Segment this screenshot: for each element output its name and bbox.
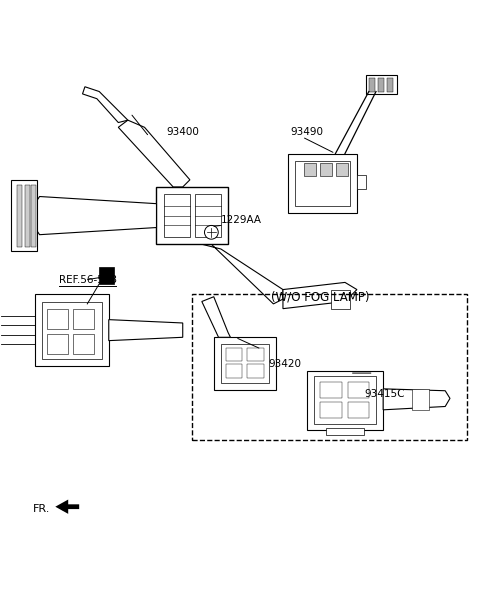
Polygon shape	[283, 282, 357, 309]
Bar	[25, 185, 30, 247]
Bar	[320, 163, 332, 177]
Bar	[226, 348, 242, 361]
Bar	[314, 376, 376, 424]
Bar	[357, 175, 365, 189]
Bar	[348, 382, 369, 399]
Bar	[366, 75, 397, 94]
Bar	[348, 402, 369, 418]
Bar	[295, 161, 350, 206]
Polygon shape	[109, 320, 183, 341]
Bar	[387, 78, 393, 92]
Bar	[336, 163, 348, 177]
Polygon shape	[35, 197, 156, 235]
Bar	[156, 187, 228, 244]
Bar	[11, 180, 37, 251]
Bar	[221, 344, 269, 383]
Polygon shape	[55, 499, 79, 514]
Bar	[99, 267, 114, 284]
Polygon shape	[202, 244, 283, 304]
Polygon shape	[202, 297, 230, 337]
Bar	[331, 290, 350, 309]
Bar	[412, 389, 429, 410]
Bar	[32, 185, 36, 247]
Circle shape	[204, 226, 218, 239]
Bar	[47, 334, 68, 354]
Bar	[320, 382, 342, 399]
Bar	[192, 294, 467, 440]
Bar	[247, 364, 264, 378]
Bar	[247, 348, 264, 361]
Bar	[17, 185, 22, 247]
Bar	[378, 78, 384, 92]
Polygon shape	[83, 87, 128, 122]
Text: (W/O FOG LAMP): (W/O FOG LAMP)	[271, 291, 370, 304]
Text: 93400: 93400	[166, 127, 199, 137]
Bar	[214, 337, 276, 390]
Bar	[226, 364, 242, 378]
Bar	[47, 309, 68, 329]
Text: 1229AA: 1229AA	[221, 215, 262, 225]
Text: 93490: 93490	[290, 127, 324, 137]
Bar	[320, 402, 342, 418]
Text: 93415C: 93415C	[364, 390, 405, 399]
Text: REF.56-563: REF.56-563	[59, 275, 117, 285]
Bar	[73, 334, 95, 354]
Bar	[164, 194, 190, 237]
Polygon shape	[383, 389, 450, 410]
Bar	[195, 194, 221, 237]
Bar	[42, 302, 102, 359]
Bar	[369, 78, 375, 92]
Bar	[307, 371, 383, 431]
Text: 93420: 93420	[269, 359, 301, 368]
Text: FR.: FR.	[33, 504, 50, 514]
Bar	[304, 163, 316, 177]
Bar	[326, 428, 364, 435]
Bar	[35, 294, 109, 366]
Bar	[73, 309, 95, 329]
Bar	[288, 154, 357, 213]
Polygon shape	[118, 120, 190, 187]
